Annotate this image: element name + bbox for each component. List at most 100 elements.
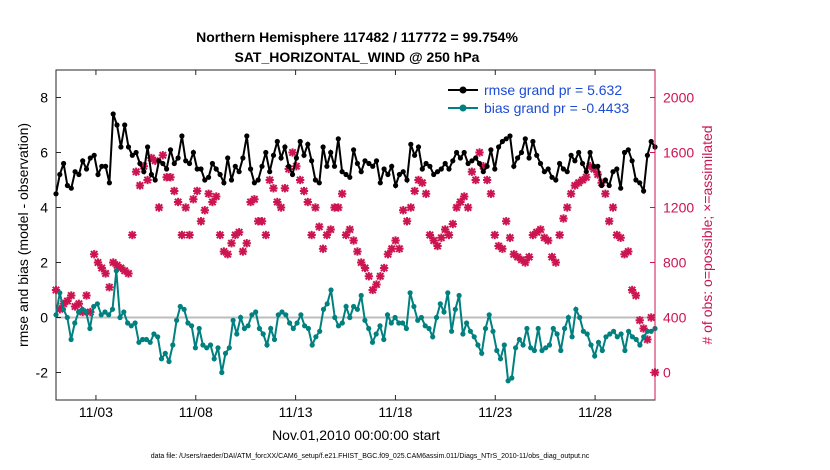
obs-count-marker: [315, 222, 324, 231]
bias-point: [486, 312, 492, 318]
obs-count-marker: [74, 299, 84, 308]
bias-point: [143, 336, 149, 343]
rmse-point: [309, 158, 315, 164]
bias-point: [562, 325, 568, 332]
rmse-point: [591, 163, 597, 169]
obs-count-marker: [437, 233, 446, 242]
obs-count-marker: [128, 230, 137, 240]
rmse-point: [87, 155, 93, 161]
obs-count-marker: [303, 197, 312, 207]
rmse-point: [99, 163, 105, 169]
obs-count-marker: [547, 252, 557, 262]
bias-point: [241, 325, 247, 332]
rmse-point: [553, 177, 559, 183]
bias-point: [332, 314, 338, 321]
obs-count-marker: [551, 258, 560, 267]
obs-count-marker: [368, 285, 377, 295]
rmse-point: [72, 169, 78, 175]
obs-count-marker: [143, 175, 152, 185]
bias-point: [403, 325, 409, 332]
bias-point: [384, 312, 391, 318]
bias-point: [174, 317, 180, 323]
legend-label-rmse: rmse grand pr = 5.632: [484, 82, 622, 98]
rmse-point: [328, 149, 334, 156]
bias-point: [354, 306, 360, 312]
bias-point: [580, 328, 587, 334]
bias-point: [271, 336, 278, 343]
y-tick-label-right: 0: [663, 365, 671, 381]
bias-point: [618, 331, 624, 337]
bias-point: [125, 320, 131, 326]
rmse-point: [404, 177, 410, 183]
rmse-point: [194, 166, 200, 172]
bias-point: [132, 320, 138, 326]
bias-point: [614, 334, 620, 340]
rmse-point: [225, 155, 231, 161]
obs-count-marker: [238, 247, 248, 256]
rmse-point: [507, 133, 513, 139]
bias-point: [121, 309, 127, 315]
bias-point: [324, 301, 330, 307]
obs-count-marker: [257, 217, 267, 226]
rmse-point: [305, 141, 311, 147]
rmse-point: [339, 169, 345, 175]
bias-point: [313, 334, 319, 340]
obs-count-marker: [227, 239, 236, 248]
chart-title-line2: SAT_HORIZONTAL_WIND @ 250 hPa: [235, 49, 480, 65]
bias-point: [230, 317, 236, 323]
obs-count-marker: [269, 184, 278, 193]
rmse-point: [476, 160, 483, 167]
bias-point: [222, 350, 229, 356]
rmse-point: [95, 171, 101, 178]
obs-count-marker: [498, 244, 507, 253]
rmse-point: [503, 136, 509, 142]
obs-count-marker: [242, 239, 251, 248]
rmse-point: [595, 163, 601, 169]
rmse-point: [496, 144, 502, 150]
obs-count-marker: [391, 236, 400, 245]
bias-point: [253, 309, 259, 315]
rmse-point: [80, 158, 86, 164]
obs-count-marker: [402, 217, 412, 226]
rmse-point: [648, 138, 654, 145]
obs-count-marker: [276, 203, 286, 212]
rmse-point: [438, 166, 444, 172]
bias-point: [513, 345, 519, 351]
obs-count-marker: [345, 225, 354, 234]
rmse-point: [362, 158, 368, 164]
rmse-point: [274, 138, 280, 145]
rmse-point: [614, 166, 620, 172]
bias-point: [592, 353, 598, 359]
bias-point: [445, 290, 451, 296]
footer-datafile: data file: /Users/raeder/DAI/ATM_forcXX/…: [151, 453, 590, 460]
bias-point: [196, 325, 202, 332]
bias-point: [622, 347, 628, 354]
obs-count-marker: [318, 244, 328, 253]
rmse-point: [499, 138, 505, 145]
obs-count-marker: [421, 189, 431, 198]
rmse-point: [370, 163, 376, 169]
rmse-point: [358, 169, 364, 175]
obs-count-marker: [322, 230, 332, 240]
bias-point: [437, 301, 443, 307]
x-tick-label: 11/03: [79, 404, 113, 420]
bias-point: [264, 342, 270, 348]
bias-point: [648, 328, 654, 334]
rmse-point: [286, 163, 292, 169]
bias-point: [415, 317, 421, 323]
rmse-point: [545, 166, 551, 172]
bias-point: [76, 309, 82, 315]
bias-point: [407, 290, 413, 296]
rmse-point: [316, 180, 322, 186]
bias-point: [317, 328, 323, 334]
bias-point: [83, 309, 89, 315]
rmse-point: [186, 160, 193, 167]
obs-count-marker: [566, 189, 576, 198]
bias-point: [98, 312, 104, 318]
bias-point: [599, 347, 605, 354]
bias-point: [287, 320, 293, 326]
obs-count-marker: [490, 230, 499, 240]
rmse-point: [473, 155, 479, 161]
obs-count-marker: [154, 203, 164, 212]
plot-content: [51, 111, 660, 384]
